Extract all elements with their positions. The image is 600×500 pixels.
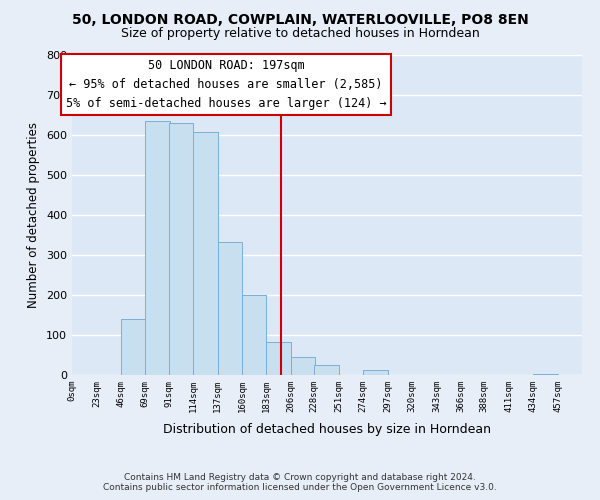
Bar [533, 374, 557, 375]
Bar [193, 132, 218, 375]
Text: 50 LONDON ROAD: 197sqm
← 95% of detached houses are smaller (2,585)
5% of semi-d: 50 LONDON ROAD: 197sqm ← 95% of detached… [66, 59, 386, 110]
Bar [363, 370, 388, 375]
Y-axis label: Number of detached properties: Number of detached properties [28, 122, 40, 308]
Bar [169, 123, 193, 375]
Bar [145, 121, 170, 375]
Text: Contains HM Land Registry data © Crown copyright and database right 2024.
Contai: Contains HM Land Registry data © Crown c… [103, 473, 497, 492]
Bar [121, 319, 145, 375]
Bar [291, 357, 316, 375]
X-axis label: Distribution of detached houses by size in Horndean: Distribution of detached houses by size … [163, 423, 491, 436]
Bar [266, 342, 291, 375]
Text: 50, LONDON ROAD, COWPLAIN, WATERLOOVILLE, PO8 8EN: 50, LONDON ROAD, COWPLAIN, WATERLOOVILLE… [71, 12, 529, 26]
Bar [242, 295, 266, 375]
Bar [218, 242, 242, 375]
Text: Size of property relative to detached houses in Horndean: Size of property relative to detached ho… [121, 28, 479, 40]
Bar [314, 364, 338, 375]
